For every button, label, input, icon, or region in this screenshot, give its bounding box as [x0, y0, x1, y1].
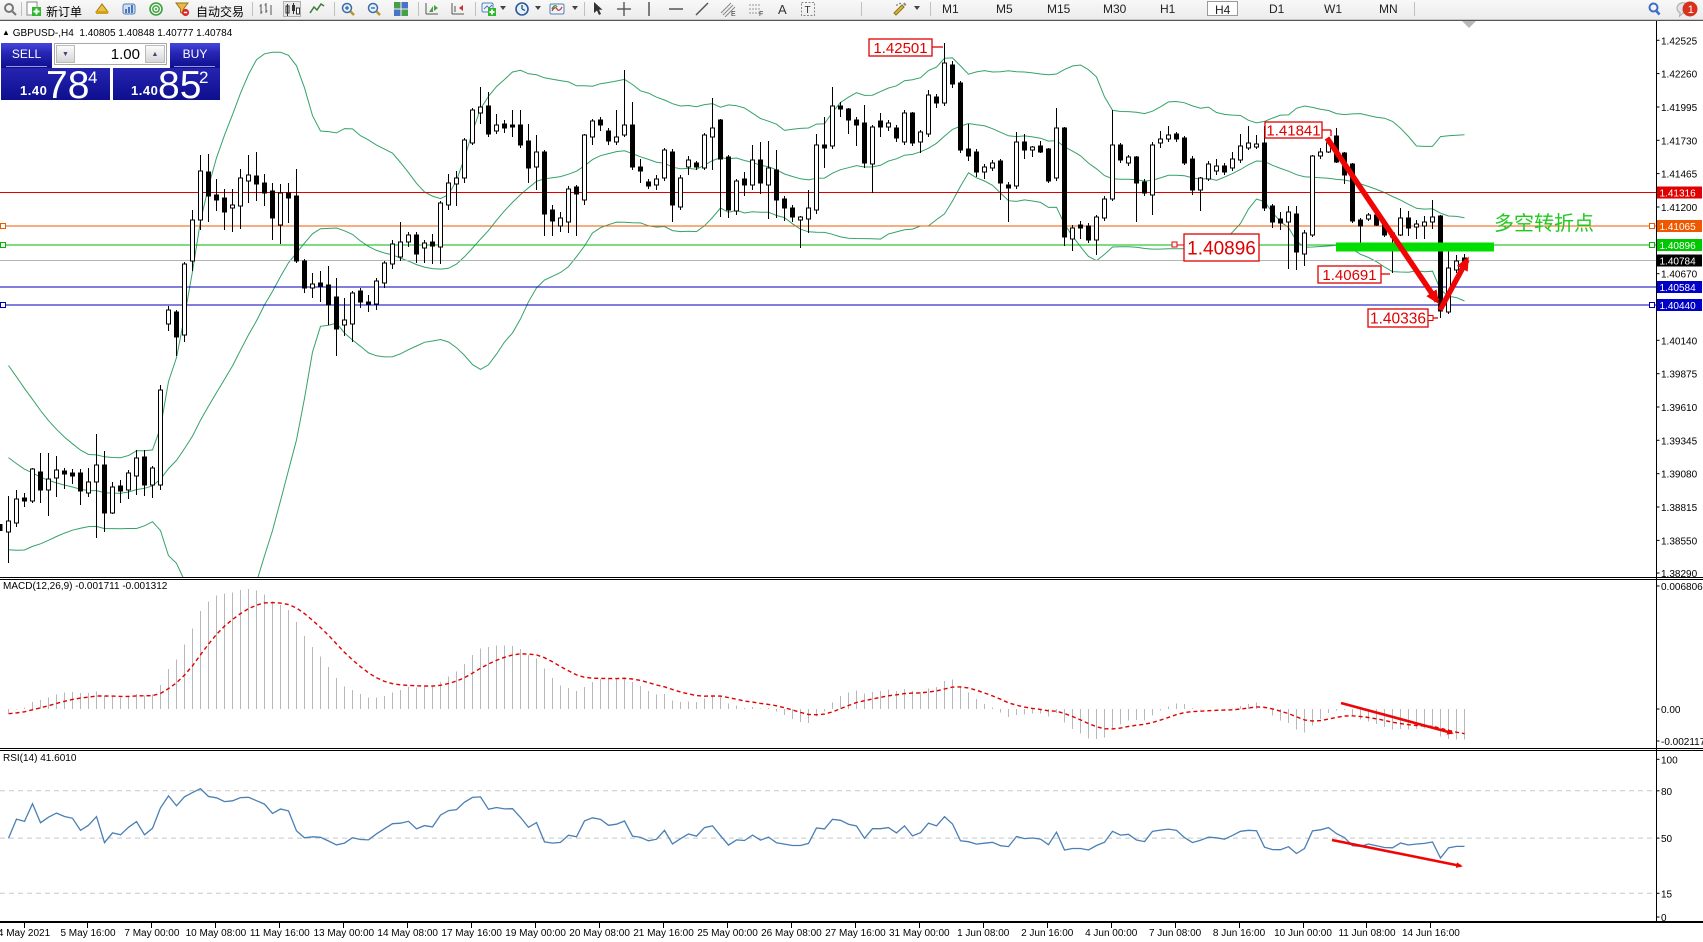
svg-text:19 May 00:00: 19 May 00:00 [505, 928, 566, 939]
svg-text:1.38550: 1.38550 [1661, 536, 1698, 547]
svg-text:1.39875: 1.39875 [1661, 370, 1698, 381]
svg-text:25 May 00:00: 25 May 00:00 [697, 928, 758, 939]
svg-text:1.42525: 1.42525 [1661, 36, 1698, 47]
svg-text:1.41841: 1.41841 [1266, 122, 1320, 139]
svg-text:F: F [759, 11, 763, 17]
svg-text:1.40896: 1.40896 [1187, 238, 1256, 259]
svg-text:20 May 08:00: 20 May 08:00 [569, 928, 630, 939]
svg-text:17 May 16:00: 17 May 16:00 [441, 928, 502, 939]
svg-text:11 May 16:00: 11 May 16:00 [250, 928, 310, 939]
svg-text:1.40784: 1.40784 [1660, 257, 1697, 268]
svg-text:11 Jun 08:00: 11 Jun 08:00 [1338, 928, 1396, 939]
svg-text:多空转折点: 多空转折点 [1494, 212, 1594, 235]
svg-text:31 May 00:00: 31 May 00:00 [889, 928, 950, 939]
svg-text:13 May 00:00: 13 May 00:00 [313, 928, 374, 939]
svg-text:80: 80 [1661, 787, 1673, 798]
svg-text:T: T [805, 5, 811, 16]
svg-text:15: 15 [1661, 889, 1673, 900]
svg-text:10 May 08:00: 10 May 08:00 [186, 928, 247, 939]
svg-text:100: 100 [1661, 755, 1678, 766]
svg-text:8 Jun 16:00: 8 Jun 16:00 [1213, 928, 1266, 939]
svg-text:1.38815: 1.38815 [1661, 503, 1698, 514]
svg-text:4 May 2021: 4 May 2021 [0, 928, 51, 939]
svg-text:1.42501: 1.42501 [873, 40, 927, 57]
svg-text:14 Jun 16:00: 14 Jun 16:00 [1402, 928, 1460, 939]
svg-text:-0.002117: -0.002117 [1661, 737, 1703, 748]
svg-text:1.42260: 1.42260 [1661, 70, 1698, 81]
svg-text:1.39610: 1.39610 [1661, 403, 1698, 414]
svg-text:1.41316: 1.41316 [1660, 189, 1697, 200]
svg-text:1.41200: 1.41200 [1661, 203, 1698, 214]
svg-text:1.39080: 1.39080 [1661, 470, 1698, 481]
svg-text:0: 0 [1661, 913, 1667, 924]
svg-text:1 Jun 08:00: 1 Jun 08:00 [957, 928, 1010, 939]
svg-text:1.41065: 1.41065 [1660, 222, 1697, 233]
svg-text:21 May 16:00: 21 May 16:00 [633, 928, 694, 939]
svg-text:27 May 16:00: 27 May 16:00 [825, 928, 886, 939]
svg-text:1.40336: 1.40336 [1370, 311, 1426, 328]
svg-text:4 Jun 00:00: 4 Jun 00:00 [1085, 928, 1138, 939]
svg-text:1.41465: 1.41465 [1661, 170, 1698, 181]
svg-text:1.40140: 1.40140 [1661, 336, 1698, 347]
svg-text:1.40440: 1.40440 [1660, 301, 1697, 312]
svg-text:7 Jun 08:00: 7 Jun 08:00 [1149, 928, 1202, 939]
svg-text:0.006806: 0.006806 [1661, 582, 1703, 593]
svg-text:1.40670: 1.40670 [1661, 270, 1698, 281]
svg-text:2 Jun 16:00: 2 Jun 16:00 [1021, 928, 1074, 939]
svg-text:1.40584: 1.40584 [1660, 283, 1697, 294]
svg-text:14 May 08:00: 14 May 08:00 [377, 928, 438, 939]
svg-text:7 May 00:00: 7 May 00:00 [124, 928, 179, 939]
svg-text:26 May 08:00: 26 May 08:00 [761, 928, 822, 939]
svg-text:5 May 16:00: 5 May 16:00 [60, 928, 115, 939]
svg-text:0.00: 0.00 [1661, 705, 1681, 716]
svg-text:1.40691: 1.40691 [1322, 267, 1376, 284]
svg-text:1.41730: 1.41730 [1661, 136, 1698, 147]
svg-text:10 Jun 00:00: 10 Jun 00:00 [1274, 928, 1332, 939]
svg-text:1.40896: 1.40896 [1660, 241, 1697, 252]
svg-text:1.41995: 1.41995 [1661, 103, 1698, 114]
svg-text:RSI(14) 41.6010: RSI(14) 41.6010 [3, 753, 77, 764]
svg-text:E: E [731, 11, 736, 17]
svg-text:1.39345: 1.39345 [1661, 436, 1698, 447]
svg-text:1: 1 [1688, 4, 1694, 16]
svg-text:50: 50 [1661, 834, 1673, 845]
svg-text:MACD(12,26,9) -0.001711 -0.001: MACD(12,26,9) -0.001711 -0.001312 [3, 581, 168, 592]
svg-text:1.38290: 1.38290 [1661, 569, 1698, 580]
